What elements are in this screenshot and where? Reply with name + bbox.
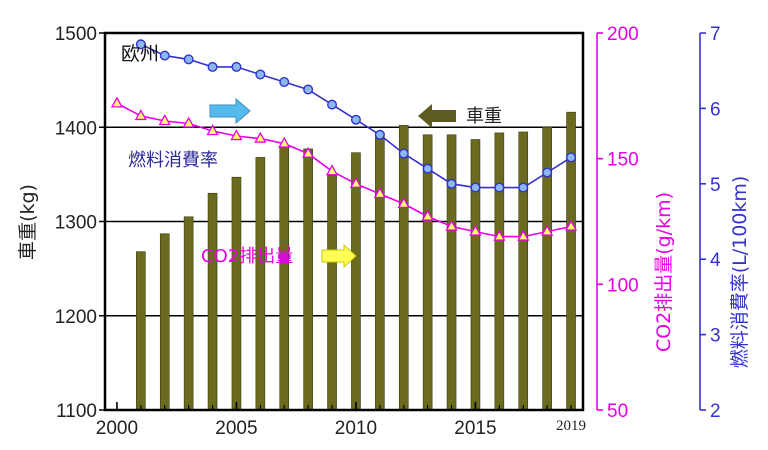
fuel-tick-label: 5 <box>710 175 721 196</box>
co2-point <box>325 164 339 176</box>
x-tick-label: 2010 <box>335 418 377 439</box>
bar <box>518 131 529 411</box>
co2-point <box>110 96 124 108</box>
fuel-point <box>494 182 505 193</box>
fuel-point <box>566 152 577 163</box>
co2-tick-label: 150 <box>607 150 639 171</box>
fuel-tick-label: 7 <box>710 24 721 45</box>
fuel-point <box>398 148 409 159</box>
co2-point <box>541 224 554 236</box>
co2-point <box>278 136 291 148</box>
legend-co2-label: CO2排出量 <box>201 246 293 267</box>
bar <box>375 132 385 411</box>
bar <box>279 145 290 411</box>
legend-weight-label: 車重 <box>466 106 502 127</box>
left-axis: 1100 1200 1300 1400 1500 <box>55 24 105 422</box>
x-tick-label: 2005 <box>215 418 257 439</box>
fuel-point <box>207 61 218 72</box>
co2-point <box>230 129 243 141</box>
left-tick-label: 1200 <box>55 307 97 328</box>
fuel-point <box>279 77 290 88</box>
bar <box>351 152 361 411</box>
co2-point <box>206 124 219 136</box>
legend-fuel: 燃料消費率 <box>128 97 251 171</box>
fuel-point <box>350 114 361 125</box>
bar <box>303 148 313 411</box>
fuel-point <box>159 50 170 61</box>
co2-tick-label: 200 <box>607 24 639 45</box>
co2-point <box>397 197 410 209</box>
fuel-point <box>303 84 314 95</box>
fuel-point <box>470 182 481 193</box>
fuel-tick-label: 6 <box>710 99 721 120</box>
co2-point <box>158 114 171 126</box>
bar <box>327 175 337 411</box>
fuel-point <box>135 39 146 50</box>
fuel-point <box>231 61 242 72</box>
fuel-tick-label: 3 <box>710 326 721 347</box>
fuel-axis-title: 燃料消費率(L/100km) <box>729 176 751 369</box>
fuel-point <box>327 99 338 110</box>
co2-point <box>254 131 267 143</box>
co2-tick-label: 100 <box>607 275 639 296</box>
fuel-tick-label: 4 <box>710 250 721 271</box>
fuel-point <box>446 178 457 189</box>
co2-point <box>134 109 147 121</box>
co2-point <box>302 146 315 158</box>
co2-point <box>421 209 434 221</box>
legend-co2: CO2排出量 <box>201 243 357 269</box>
x-tick-label: 2000 <box>96 418 138 439</box>
arrow-right-icon <box>209 97 251 125</box>
bar <box>398 125 409 411</box>
co2-point <box>182 116 195 128</box>
legend-weight: 車重 <box>418 104 502 128</box>
fuel-tick-label: 2 <box>710 401 721 422</box>
co2-tick-label: 50 <box>607 401 628 422</box>
arrow-right-icon <box>321 243 357 269</box>
arrow-left-icon <box>418 104 456 128</box>
fuel-point <box>374 129 385 140</box>
co2-axis: 50 100 150 200 <box>596 24 639 422</box>
fuel-point <box>183 54 194 65</box>
bar <box>207 192 218 411</box>
bar <box>494 132 505 411</box>
x-axis: 2000 2005 2010 2015 2019 <box>96 402 586 439</box>
co2-axis-title: CO2排出量(g/km) <box>653 192 675 352</box>
bar <box>136 251 146 411</box>
panel-title: 欧州 <box>121 43 159 65</box>
co2-point <box>564 219 578 231</box>
left-tick-label: 1100 <box>56 401 97 422</box>
left-tick-label: 1300 <box>55 213 97 234</box>
bar <box>231 176 242 411</box>
co2-point <box>493 229 506 241</box>
left-axis-title: 車重(kg) <box>17 184 39 260</box>
co2-point <box>349 176 363 188</box>
bar <box>422 134 433 411</box>
series-lines <box>110 39 578 241</box>
fuel-point <box>422 163 433 174</box>
co2-point <box>517 229 530 241</box>
left-tick-label: 1500 <box>55 24 97 45</box>
x-tick-label: 2015 <box>454 418 496 439</box>
co2-point <box>445 219 458 231</box>
x-end-label: 2019 <box>556 418 586 434</box>
bar <box>446 134 457 411</box>
fuel-point <box>518 182 529 193</box>
fuel-point <box>542 167 553 178</box>
bar <box>255 157 266 411</box>
fuel-point <box>255 69 266 80</box>
co2-point <box>373 187 386 199</box>
legend-fuel-label: 燃料消費率 <box>128 150 218 171</box>
bar <box>470 139 481 411</box>
bar <box>183 216 194 411</box>
bar <box>159 233 170 411</box>
left-tick-label: 1400 <box>55 118 97 139</box>
co2-point <box>469 224 482 236</box>
fuel-axis: 2 3 4 5 6 7 <box>699 24 721 422</box>
